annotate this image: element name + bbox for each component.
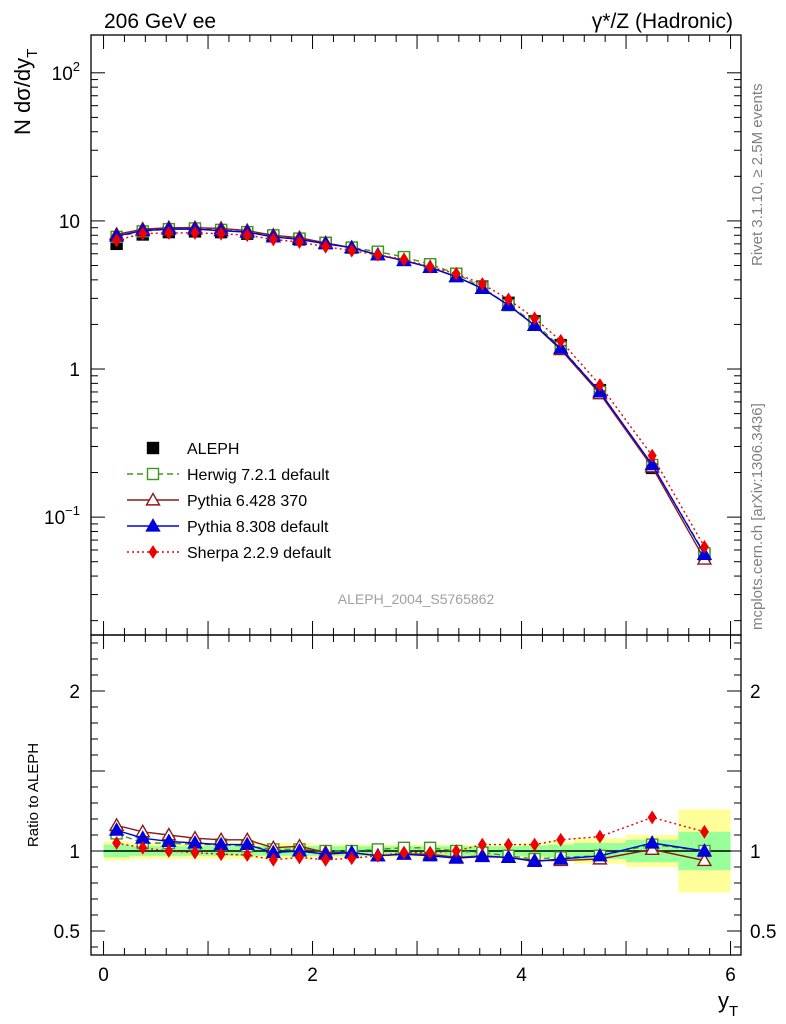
main-point-pythia8 — [644, 456, 660, 471]
ratio-y-tick-label: 0.5 — [54, 922, 80, 943]
ratio-point-sherpa — [425, 845, 435, 860]
ratio-y-tick-label: 2 — [69, 682, 80, 703]
ratio-point-sherpa — [294, 850, 304, 865]
main-point-sherpa — [216, 226, 226, 241]
main-point-sherpa — [503, 292, 513, 307]
main-point-sherpa — [347, 243, 357, 258]
ratio-point-pythia8 — [500, 849, 517, 863]
main-point-sherpa — [425, 259, 435, 274]
main-point-sherpa — [556, 333, 566, 348]
legend-marker — [146, 441, 160, 455]
main-series-sherpa — [112, 225, 709, 554]
ratio-point-sherpa — [347, 851, 357, 866]
legend-item-aleph: ALEPH — [146, 441, 239, 458]
main-point-sherpa — [699, 539, 709, 554]
legend-item-pythia8: Pythia 8.308 default — [127, 518, 329, 536]
main-point-sherpa — [477, 277, 487, 291]
ratio-point-sherpa — [321, 852, 331, 867]
legend-item-pythia6: Pythia 6.428 370 — [127, 492, 307, 510]
ratio-panel: 0.5 0.5 1 1 2 2 0 2 4 6 Ratio to ALEPH yT — [25, 634, 776, 1020]
main-y-tick-label: 10−1 — [44, 503, 80, 529]
ratio-point-pythia8 — [108, 822, 125, 836]
main-point-sherpa — [294, 235, 304, 249]
ratio-y-axis-label: Ratio to ALEPH — [25, 743, 42, 847]
ratio-point-sherpa — [699, 824, 709, 839]
main-point-sherpa — [138, 226, 148, 241]
ratio-point-sherpa — [216, 847, 226, 862]
legend-label: Pythia 6.428 370 — [187, 493, 307, 510]
x-axis-label: yT — [718, 988, 738, 1020]
ratio-point-pythia6 — [644, 841, 660, 855]
ratio-point-sherpa — [399, 845, 409, 860]
ratio-y-tick-label-right: 1 — [750, 842, 761, 863]
ratio-point-sherpa — [373, 848, 383, 863]
main-point-sherpa — [112, 233, 122, 248]
ratio-y-tick-label-right: 0.5 — [750, 922, 776, 943]
main-point-sherpa — [242, 228, 252, 243]
ratio-point-sherpa — [451, 844, 461, 858]
ratio-point-sherpa — [164, 844, 174, 858]
ratio-point-pythia6 — [696, 852, 713, 867]
legend-marker — [145, 492, 161, 506]
rivet-version-label: Rivet 3.1.10, ≥ 2.5M events — [749, 84, 766, 267]
ratio-point-sherpa — [647, 810, 657, 825]
legend-item-sherpa: Sherpa 2.2.9 default — [127, 545, 332, 562]
x-tick-label: 4 — [516, 965, 527, 986]
ratio-point-sherpa — [138, 840, 148, 855]
main-point-sherpa — [190, 225, 200, 240]
main-point-sherpa — [321, 239, 331, 254]
x-tick-label: 0 — [98, 965, 109, 986]
ratio-panel-frame — [90, 634, 742, 956]
legend: ALEPH Herwig 7.2.1 default Pythia 6.428 37… — [127, 441, 332, 562]
mcplots-label: mcplots.cern.ch [arXiv:1306.3436] — [749, 403, 766, 630]
main-point-sherpa — [268, 232, 278, 247]
main-point-sherpa — [451, 266, 461, 281]
main-y-axis-label: N dσ/dyT — [10, 49, 41, 135]
ratio-y-tick-label-right: 2 — [750, 682, 761, 703]
x-tick-label: 2 — [307, 965, 318, 986]
ratio-point-sherpa — [556, 832, 566, 847]
main-point-sherpa — [595, 378, 605, 392]
legend-label: ALEPH — [187, 441, 239, 458]
main-y-tick-label: 102 — [52, 59, 80, 85]
x-tick-label: 6 — [725, 965, 736, 986]
ratio-point-pythia8 — [696, 843, 713, 857]
ratio-point-pythia8 — [474, 848, 491, 863]
chart-right-title: γ*/Z (Hadronic) — [592, 10, 733, 33]
ratio-y-tick-label: 1 — [69, 842, 80, 863]
main-y-tick-label: 10 — [59, 212, 80, 233]
ratio-series-sherpa — [112, 810, 709, 867]
ratio-point-sherpa — [190, 845, 200, 860]
legend-marker — [146, 467, 160, 481]
ratio-point-pythia8 — [526, 853, 543, 867]
legend-item-herwig: Herwig 7.2.1 default — [127, 467, 330, 484]
ratio-point-sherpa — [477, 837, 487, 852]
analysis-id-label: ALEPH_2004_S5765862 — [338, 591, 495, 607]
main-point-sherpa — [373, 247, 383, 262]
legend-marker — [145, 518, 161, 532]
ratio-point-sherpa — [595, 829, 605, 844]
ratio-point-pythia8 — [553, 851, 569, 865]
legend-marker — [148, 545, 158, 559]
ratio-point-sherpa — [242, 848, 252, 862]
main-series-pythia6 — [108, 219, 713, 565]
ratio-point-pythia8 — [644, 835, 660, 849]
main-point-sherpa — [530, 311, 540, 326]
ratio-point-sherpa — [503, 837, 513, 852]
ratio-point-pythia8 — [592, 847, 608, 862]
legend-label: Sherpa 2.2.9 default — [187, 545, 332, 562]
ratio-point-sherpa — [268, 852, 278, 867]
main-y-tick-label: 1 — [69, 360, 80, 381]
legend-label: Pythia 8.308 default — [187, 519, 329, 536]
ratio-point-sherpa — [530, 837, 540, 852]
ratio-point-sherpa — [112, 836, 122, 850]
chart-left-title: 206 GeV ee — [104, 10, 216, 33]
legend-label: Herwig 7.2.1 default — [187, 467, 330, 484]
main-point-sherpa — [399, 252, 409, 267]
main-point-sherpa — [647, 448, 657, 463]
main-point-sherpa — [164, 225, 174, 240]
